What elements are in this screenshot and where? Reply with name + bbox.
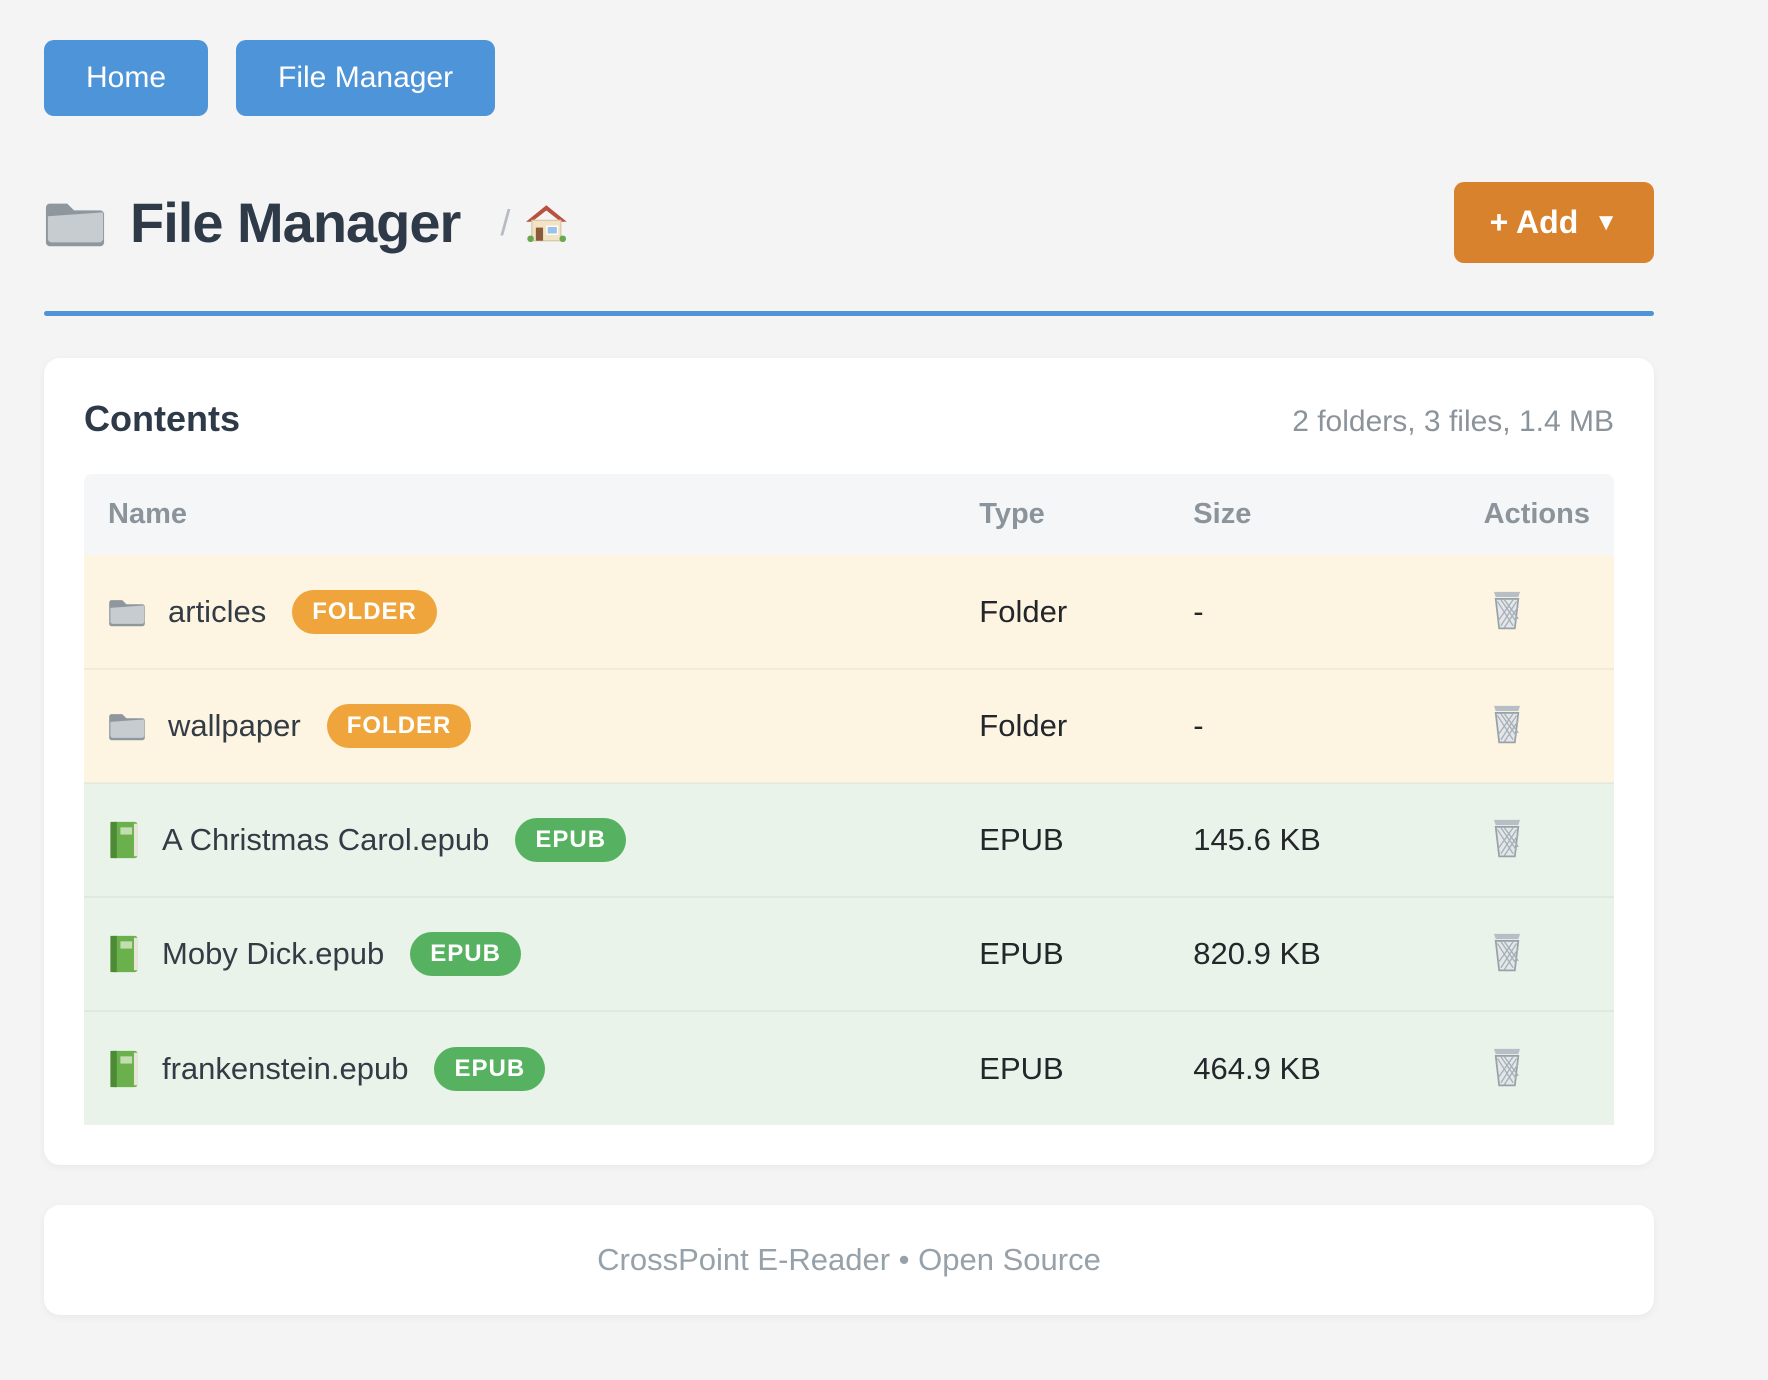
delete-button[interactable] — [1484, 699, 1530, 751]
epub-badge: EPUB — [434, 1046, 546, 1091]
column-header-size: Size — [1169, 474, 1460, 555]
size-cell: 820.9 KB — [1169, 896, 1460, 1011]
size-cell: 464.9 KB — [1169, 1010, 1460, 1125]
epub-badge: EPUB — [410, 932, 521, 976]
folder-icon — [109, 714, 145, 741]
trash-icon — [1492, 819, 1521, 858]
name-cell: A Christmas Carol.epub EPUB — [108, 818, 931, 862]
folder-badge: FOLDER — [292, 589, 437, 634]
book-icon — [110, 821, 138, 859]
folder-icon — [45, 203, 105, 246]
table-row: wallpaper FOLDER Folder - — [84, 668, 1614, 783]
size-cell: - — [1169, 555, 1460, 669]
name-cell: Moby Dick.epub EPUB — [108, 932, 931, 976]
delete-button[interactable] — [1484, 813, 1530, 865]
file-manager-nav-button[interactable]: File Manager — [236, 40, 496, 116]
breadcrumb-separator: / — [500, 201, 511, 243]
contents-summary: 2 folders, 3 files, 1.4 MB — [1292, 405, 1614, 438]
table-header-row: Name Type Size Actions — [84, 474, 1614, 555]
delete-button[interactable] — [1484, 927, 1530, 979]
size-cell: 145.6 KB — [1169, 782, 1460, 897]
files-table: Name Type Size Actions articles FOLDER F… — [84, 474, 1614, 1125]
table-row: Moby Dick.epub EPUB EPUB 820.9 KB — [84, 896, 1614, 1011]
table-row: A Christmas Carol.epub EPUB EPUB 145.6 K… — [84, 782, 1614, 897]
name-cell: articles FOLDER — [108, 589, 931, 634]
add-button[interactable]: + Add ▼ — [1453, 182, 1654, 263]
folder-badge: FOLDER — [326, 704, 472, 748]
trash-icon — [1492, 705, 1521, 744]
column-header-actions: Actions — [1459, 474, 1614, 555]
trash-icon — [1492, 590, 1521, 629]
book-icon — [110, 1050, 138, 1087]
type-cell: EPUB — [955, 896, 1170, 1011]
trash-icon — [1492, 1047, 1521, 1086]
column-header-name: Name — [84, 474, 956, 555]
chevron-down-icon: ▼ — [1594, 208, 1618, 236]
title-group: File Manager / — [44, 190, 568, 255]
size-cell: - — [1169, 668, 1460, 783]
table-row: frankenstein.epub EPUB EPUB 464.9 KB — [84, 1010, 1614, 1125]
house-icon — [526, 204, 568, 243]
top-nav: Home File Manager — [44, 0, 1654, 116]
footer-card: CrossPoint E-Reader • Open Source — [44, 1205, 1654, 1315]
file-link[interactable]: Moby Dick.epub — [162, 936, 385, 971]
breadcrumb-home-link[interactable] — [526, 203, 568, 243]
type-cell: EPUB — [955, 782, 1170, 897]
page-container: Home File Manager File Manager / + Add ▼… — [44, 0, 1654, 1315]
type-cell: Folder — [955, 668, 1170, 783]
home-nav-button[interactable]: Home — [44, 40, 209, 116]
column-header-type: Type — [955, 474, 1170, 555]
add-button-label: + Add — [1489, 204, 1579, 240]
page-title: File Manager — [130, 191, 461, 254]
delete-button[interactable] — [1484, 585, 1530, 637]
breadcrumb: / — [500, 202, 568, 244]
footer-text: CrossPoint E-Reader • Open Source — [597, 1242, 1101, 1277]
book-icon — [110, 935, 138, 973]
folder-icon — [109, 599, 145, 626]
contents-title: Contents — [84, 398, 240, 439]
type-cell: EPUB — [955, 1010, 1170, 1125]
folder-link[interactable]: wallpaper — [168, 708, 301, 743]
table-row: articles FOLDER Folder - — [84, 555, 1614, 669]
contents-card: Contents 2 folders, 3 files, 1.4 MB Name… — [44, 358, 1654, 1165]
type-cell: Folder — [955, 555, 1170, 669]
trash-icon — [1492, 933, 1521, 972]
epub-badge: EPUB — [515, 818, 627, 862]
folder-link[interactable]: articles — [168, 593, 267, 629]
page-header: File Manager / + Add ▼ — [44, 182, 1654, 263]
name-cell: frankenstein.epub EPUB — [108, 1046, 931, 1091]
header-divider — [44, 311, 1654, 316]
contents-card-header: Contents 2 folders, 3 files, 1.4 MB — [84, 398, 1614, 440]
delete-button[interactable] — [1484, 1042, 1530, 1094]
name-cell: wallpaper FOLDER — [108, 704, 931, 748]
file-link[interactable]: frankenstein.epub — [162, 1050, 409, 1086]
file-link[interactable]: A Christmas Carol.epub — [162, 822, 490, 857]
